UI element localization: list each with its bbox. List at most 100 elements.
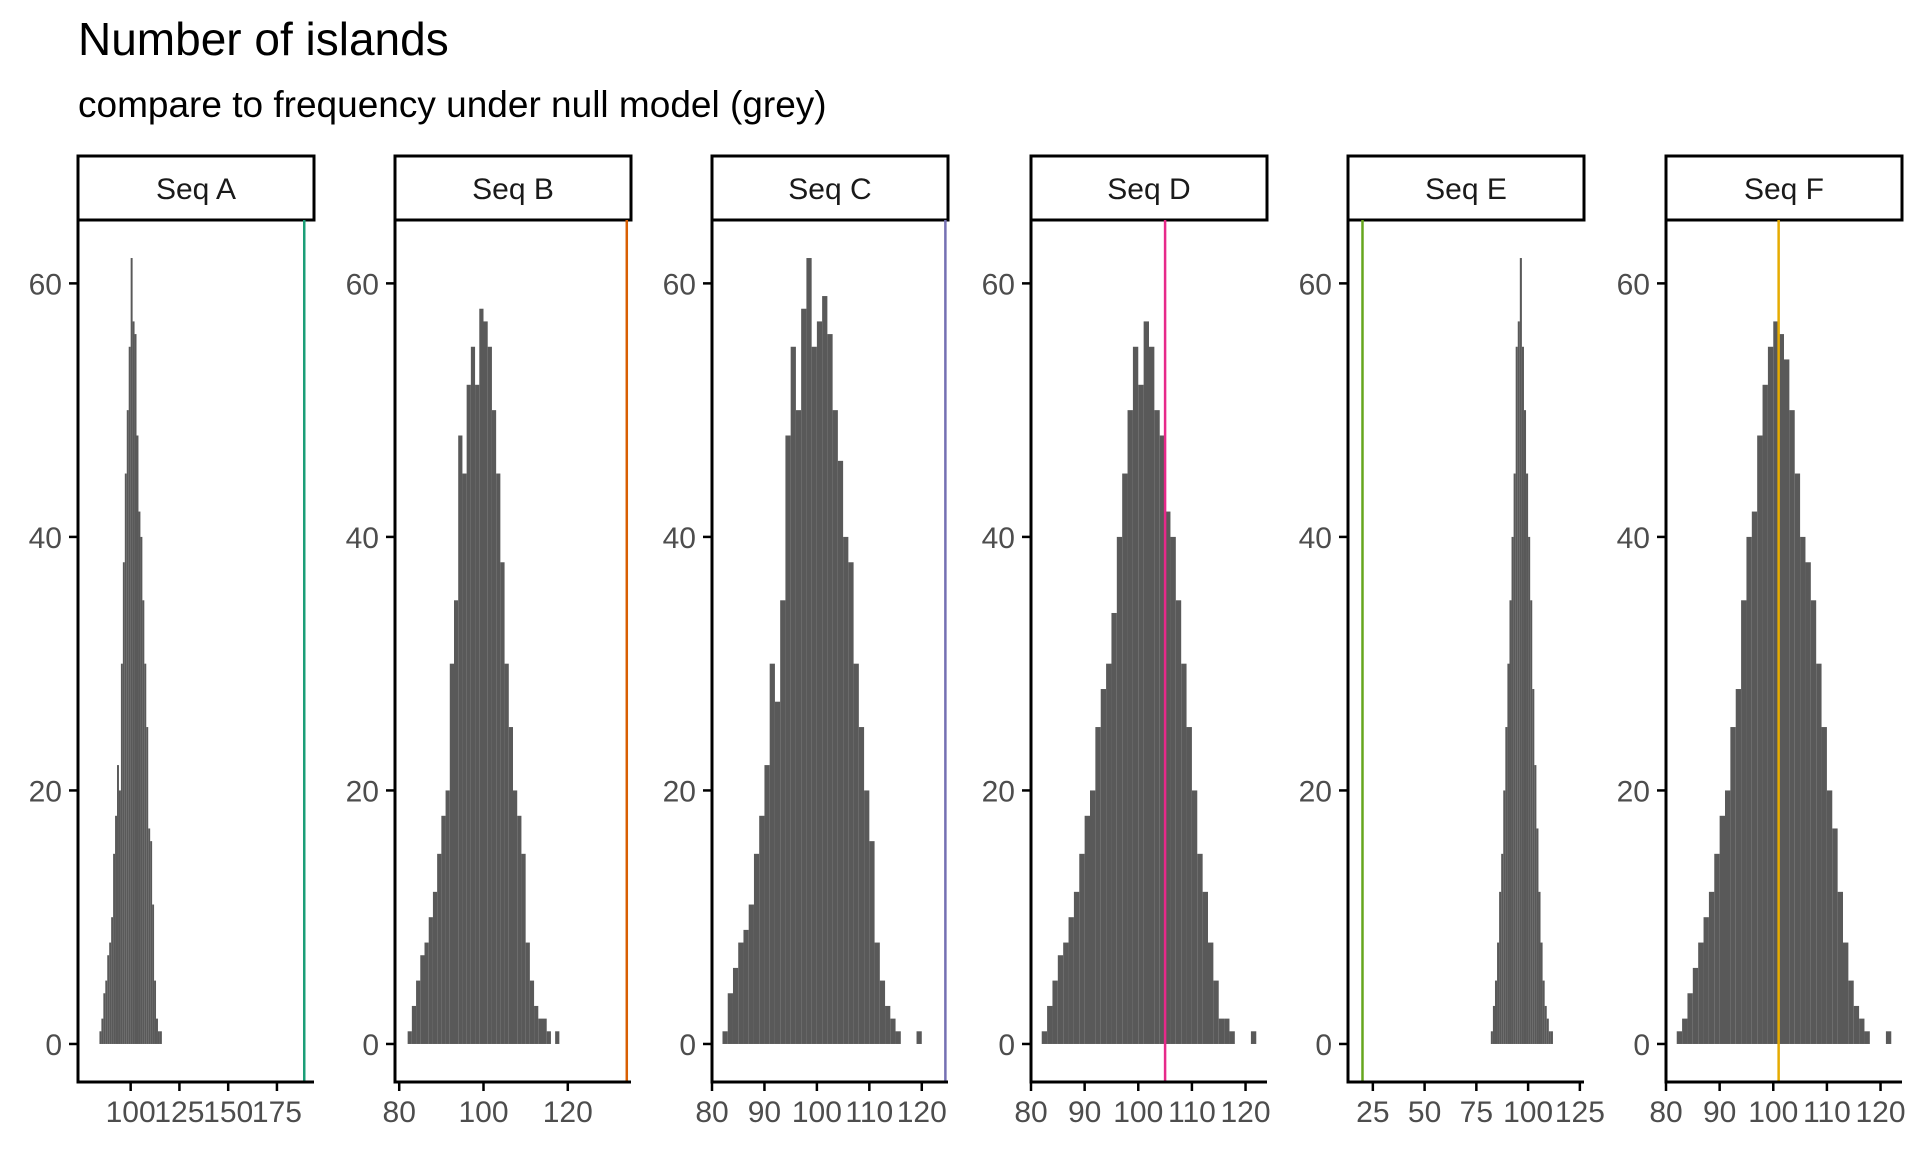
facet-strip-seq-e xyxy=(1346,154,1586,222)
histogram-bar xyxy=(555,1031,560,1044)
histogram-bar xyxy=(500,562,505,1044)
histogram-bar xyxy=(122,562,125,1044)
histogram-bar xyxy=(806,258,812,1044)
histogram-bar xyxy=(475,384,480,1044)
histogram-bar xyxy=(1490,1031,1493,1044)
x-tick-label: 110 xyxy=(1803,1096,1851,1129)
histogram-bar xyxy=(843,536,849,1044)
histogram-bar xyxy=(534,1005,539,1044)
histogram-bar xyxy=(1859,1018,1865,1044)
facet-strip-seq-d xyxy=(1029,154,1269,222)
histogram-bar xyxy=(1149,346,1155,1044)
histogram-bar xyxy=(1832,828,1838,1044)
histogram-bar xyxy=(424,942,429,1044)
histogram-bar xyxy=(1218,1018,1225,1044)
histogram-bar xyxy=(1805,562,1811,1044)
histogram-bar xyxy=(748,904,754,1044)
y-tick-label: 20 xyxy=(1299,775,1332,808)
x-tick-label: 100 xyxy=(458,1096,508,1129)
histogram-bar xyxy=(1751,511,1758,1044)
histogram-bar xyxy=(874,942,880,1044)
histogram-bar xyxy=(1837,891,1843,1044)
histogram-bar xyxy=(1536,828,1539,1044)
histogram-bar xyxy=(1143,321,1149,1044)
histogram-bar xyxy=(496,473,501,1044)
histogram-bar xyxy=(1534,765,1537,1044)
x-tick-label: 100 xyxy=(1113,1096,1163,1129)
histogram-bar xyxy=(449,663,454,1044)
histogram-bar xyxy=(1550,1031,1553,1044)
histogram-bar xyxy=(454,600,459,1044)
histogram-bar xyxy=(1090,790,1096,1044)
x-tick-label: 80 xyxy=(1014,1096,1047,1129)
histogram-bar xyxy=(152,904,155,1044)
histogram-bar xyxy=(1116,536,1123,1044)
histogram-bar xyxy=(154,980,157,1044)
histogram-bar xyxy=(529,980,535,1044)
histogram-bar xyxy=(1730,727,1736,1044)
histogram-bar xyxy=(1692,967,1699,1044)
histogram-bar xyxy=(1132,346,1139,1044)
histogram-bar xyxy=(1511,536,1514,1044)
y-tick-label: 20 xyxy=(1617,775,1650,808)
histogram-bar xyxy=(785,435,791,1044)
histogram-bar xyxy=(1767,346,1774,1044)
histogram-bar xyxy=(105,980,108,1044)
histogram-bar xyxy=(1111,612,1117,1044)
x-tick-label: 110 xyxy=(1168,1096,1216,1129)
histogram-bar xyxy=(1505,727,1508,1044)
histogram-bar xyxy=(118,790,121,1044)
x-tick-label: 120 xyxy=(543,1096,593,1129)
histogram-bar xyxy=(853,663,859,1044)
y-tick-label: 40 xyxy=(29,522,62,555)
x-tick-label: 25 xyxy=(1356,1096,1389,1129)
histogram-bar xyxy=(1762,384,1768,1044)
x-tick-label: 50 xyxy=(1408,1096,1441,1129)
histogram-bar xyxy=(128,346,131,1044)
y-tick-label: 60 xyxy=(982,268,1015,301)
histogram-bar xyxy=(462,473,467,1044)
y-tick-label: 60 xyxy=(346,268,379,301)
histogram-bar xyxy=(743,929,749,1044)
histogram-bar xyxy=(732,967,739,1044)
histogram-bar xyxy=(107,955,110,1044)
histogram-bar xyxy=(1250,1031,1257,1044)
facet-strip-seq-c xyxy=(710,154,950,222)
histogram-bar xyxy=(542,1018,547,1044)
histogram-bar xyxy=(1757,435,1763,1044)
histogram-bar xyxy=(869,841,875,1044)
x-tick-label: 90 xyxy=(1068,1096,1101,1129)
y-tick-label: 0 xyxy=(1633,1029,1650,1062)
histogram-bar xyxy=(407,1031,412,1044)
histogram-bar xyxy=(1800,536,1806,1044)
histogram-bar xyxy=(1047,1005,1053,1044)
histogram-bar xyxy=(1186,727,1192,1044)
histogram-bar xyxy=(1548,1031,1551,1044)
histogram-bar xyxy=(445,790,450,1044)
histogram-bar xyxy=(1676,1031,1683,1044)
histogram-bar xyxy=(1106,663,1112,1044)
histogram-bar xyxy=(416,980,421,1044)
histogram-bar xyxy=(1068,917,1074,1044)
histogram-bar xyxy=(1202,891,1208,1044)
histogram-bar xyxy=(1528,536,1531,1044)
histogram-bar xyxy=(420,955,425,1044)
histogram-bar xyxy=(1170,536,1176,1044)
histogram-bar xyxy=(1138,384,1144,1044)
histogram-bar xyxy=(126,410,129,1044)
x-tick-label: 80 xyxy=(383,1096,416,1129)
histogram-bar xyxy=(1848,980,1854,1044)
histogram-bar xyxy=(837,460,844,1044)
histogram-bar xyxy=(916,1031,922,1044)
histogram-bar xyxy=(111,917,114,1044)
histogram-bar xyxy=(1122,473,1128,1044)
histogram-bar xyxy=(99,1031,102,1044)
facet-strip-seq-b xyxy=(393,154,633,222)
histogram-bar xyxy=(146,727,149,1044)
x-tick-label: 100 xyxy=(792,1096,842,1129)
histogram-bar xyxy=(428,917,433,1044)
facet-label-seq-a: Seq A xyxy=(156,173,236,206)
histogram-bar xyxy=(138,511,141,1044)
histogram-bar xyxy=(769,663,775,1044)
histogram-bar xyxy=(144,663,147,1044)
